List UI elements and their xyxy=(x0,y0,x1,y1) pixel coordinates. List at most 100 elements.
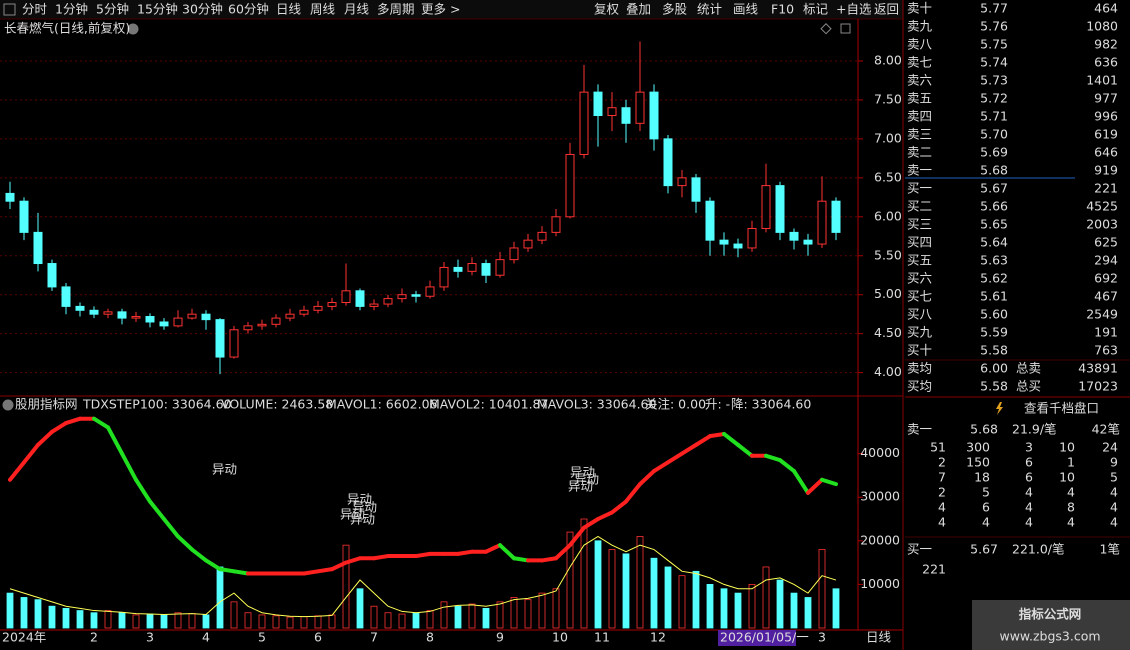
toolbar-button[interactable]: 叠加 xyxy=(626,2,651,17)
candle-body xyxy=(789,231,799,241)
book-volume: 692 xyxy=(1094,271,1118,286)
toolbar-tab[interactable]: 多周期 xyxy=(377,2,415,17)
volume-bar xyxy=(76,610,84,629)
toolbar-button[interactable]: 返回 xyxy=(874,2,899,17)
title-icon[interactable] xyxy=(127,23,139,35)
volume-bar xyxy=(482,607,490,629)
volume-bar xyxy=(510,597,518,629)
toolbar-tab[interactable]: 周线 xyxy=(310,2,336,17)
candle-body xyxy=(635,91,645,124)
y-tick-label: 4.50 xyxy=(874,325,902,340)
step-line xyxy=(316,567,334,574)
panel-icon[interactable] xyxy=(2,399,14,411)
toolbar-tab[interactable]: 1分钟 xyxy=(55,2,88,17)
detail-cell: 4 xyxy=(1110,515,1118,530)
step-line xyxy=(36,429,54,447)
detail-cell: 4 xyxy=(1025,485,1033,500)
step-line xyxy=(456,549,474,556)
book-price: 5.70 xyxy=(980,127,1008,142)
book-price: 5.73 xyxy=(980,73,1008,88)
toolbar-tab[interactable]: 5分钟 xyxy=(96,2,129,17)
candle-body xyxy=(761,185,771,229)
toolbar-button[interactable]: 复权 xyxy=(594,2,620,17)
step-line xyxy=(624,482,642,504)
candle-body xyxy=(691,177,701,202)
icon[interactable] xyxy=(820,23,832,35)
candle-body xyxy=(397,294,407,300)
candle-body xyxy=(677,177,687,187)
menu-icon[interactable] xyxy=(3,3,16,16)
volume-bar xyxy=(468,603,476,629)
volume-bar xyxy=(622,553,630,629)
detail-cell: 1 xyxy=(1067,455,1075,470)
candle-body xyxy=(733,243,743,249)
step-line xyxy=(540,556,558,563)
detail-cell: 4 xyxy=(1110,485,1118,500)
candle-body xyxy=(649,91,659,140)
toolbar-tab[interactable]: 月线 xyxy=(344,2,370,17)
toolbar-tab[interactable]: 30分钟 xyxy=(182,2,223,17)
detail-cell: 10 xyxy=(1059,440,1075,455)
book-label: 卖二 xyxy=(907,145,932,160)
toolbar-tab[interactable]: 分时 xyxy=(22,2,48,17)
book-label: 买均 xyxy=(907,379,932,394)
candle-body xyxy=(327,302,337,307)
volume-bar xyxy=(286,616,294,629)
detail-cell: 150 xyxy=(966,455,990,470)
candle-body xyxy=(453,266,463,272)
step-line xyxy=(484,543,502,554)
volume-bar xyxy=(258,614,266,629)
volume-bar xyxy=(678,575,686,629)
toolbar-tab[interactable]: 更多 > xyxy=(421,2,460,17)
icon[interactable] xyxy=(840,23,851,34)
x-tick-label: 12 xyxy=(650,630,666,645)
x-tick-label: 2026/01/05/一 xyxy=(720,630,809,645)
chart-title: 长春燃气(日线,前复权) xyxy=(4,21,130,36)
toolbar-button[interactable]: F10 xyxy=(771,2,794,17)
detail-cell: 24 xyxy=(1102,440,1118,455)
step-line xyxy=(176,534,194,552)
book-price: 5.63 xyxy=(980,253,1008,268)
book-price: 5.67 xyxy=(980,181,1008,196)
detail-cell: 2 xyxy=(938,485,946,500)
volume-bar xyxy=(692,570,700,629)
book-price: 5.69 xyxy=(980,145,1008,160)
indicator-header: 关注: 0.00 xyxy=(645,397,706,412)
candle-body xyxy=(229,329,239,358)
toolbar-button[interactable]: 画线 xyxy=(733,2,759,17)
step-line xyxy=(414,551,432,559)
book-label: 卖九 xyxy=(907,19,933,34)
x-tick-label: 8 xyxy=(426,630,434,645)
candle-body xyxy=(747,227,757,249)
toolbar-tab[interactable]: 60分钟 xyxy=(228,2,269,17)
candle-body xyxy=(509,247,519,261)
candle-body xyxy=(523,239,533,249)
volume-bar xyxy=(454,605,462,629)
book-volume: 996 xyxy=(1094,109,1118,124)
step-line xyxy=(134,477,152,504)
toolbar-tab[interactable]: 日线 xyxy=(276,2,302,17)
volume-bar xyxy=(48,605,56,629)
book-price: 5.64 xyxy=(980,235,1008,250)
volume-bar xyxy=(818,549,826,629)
step-line xyxy=(722,431,740,447)
book-label: 买七 xyxy=(907,289,932,304)
y-tick-label: 6.00 xyxy=(874,208,902,223)
step-line xyxy=(666,451,684,465)
book-volume: 2003 xyxy=(1086,217,1118,232)
volume-bar xyxy=(244,612,252,629)
volume-bar xyxy=(706,584,714,629)
toolbar-button[interactable]: 标记 xyxy=(803,2,829,17)
toolbar-button[interactable]: +自选 xyxy=(836,2,872,17)
volume-bar xyxy=(398,613,406,629)
volume-bar xyxy=(580,518,588,629)
candle-body xyxy=(187,313,197,319)
toolbar-button[interactable]: 多股 xyxy=(662,2,688,17)
toolbar-button[interactable]: 统计 xyxy=(697,2,722,17)
book-price: 5.72 xyxy=(980,91,1008,106)
toolbar-tab[interactable]: 15分钟 xyxy=(137,2,178,17)
book-label: 买十 xyxy=(907,343,932,358)
x-tick-label: 2 xyxy=(90,630,98,645)
detail-per: 221.0/笔 xyxy=(1012,542,1065,557)
detail-link[interactable]: 查看千档盘口 xyxy=(1024,401,1099,416)
